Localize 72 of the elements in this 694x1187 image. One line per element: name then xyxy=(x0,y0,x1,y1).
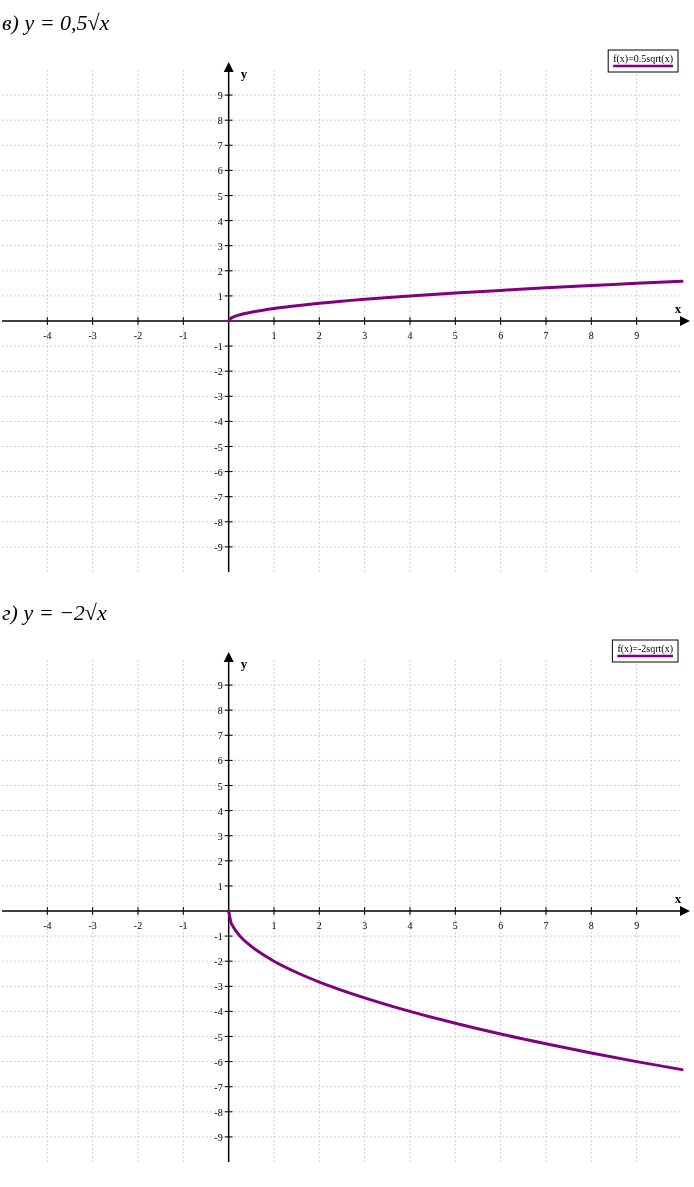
x-tick-label: -2 xyxy=(133,330,143,341)
x-tick-label: 8 xyxy=(588,920,594,931)
x-tick-label: 6 xyxy=(498,330,504,341)
x-tick-label: -3 xyxy=(88,920,97,931)
y-tick-label: -7 xyxy=(214,491,223,503)
y-tick-label: 6 xyxy=(217,165,223,177)
y-tick-label: -2 xyxy=(214,366,223,378)
y-tick-label: 1 xyxy=(217,880,223,892)
x-tick-label: -4 xyxy=(43,330,52,341)
y-tick-label: 9 xyxy=(217,90,223,102)
y-tick-label: -8 xyxy=(214,516,223,528)
y-axis-title: y xyxy=(240,656,248,671)
y-tick-label: 3 xyxy=(217,240,223,252)
line-series xyxy=(227,909,684,1072)
x-tick-label: -4 xyxy=(43,920,52,931)
y-tick-label: -8 xyxy=(214,1106,223,1118)
y-tick-label: -7 xyxy=(214,1081,223,1093)
x-tick-label: 4 xyxy=(407,330,413,341)
y-tick-label: 6 xyxy=(217,755,223,767)
x-tick-label: -1 xyxy=(179,330,188,341)
y-tick-label: -1 xyxy=(214,341,223,353)
y-tick-label: 5 xyxy=(217,190,223,202)
y-tick-label: -6 xyxy=(214,1056,223,1068)
x-tick-label: 3 xyxy=(362,920,368,931)
y-tick-label: -6 xyxy=(214,466,223,478)
x-tick-label: 7 xyxy=(543,920,549,931)
y-tick-label: -5 xyxy=(214,1031,223,1043)
x-tick-label: -3 xyxy=(88,330,97,341)
y-tick-label: 5 xyxy=(217,780,223,792)
chart-title: г) y = −2√x xyxy=(2,600,107,625)
y-tick-label: 4 xyxy=(217,215,223,227)
x-tick-label: 5 xyxy=(452,920,458,931)
y-tick-label: -9 xyxy=(214,541,223,553)
x-tick-label: 6 xyxy=(498,920,504,931)
y-tick-label: -3 xyxy=(214,391,223,403)
x-tick-label: 1 xyxy=(271,330,277,341)
y-tick-label: 4 xyxy=(217,805,223,817)
y-tick-label: 2 xyxy=(217,855,223,867)
y-tick-label: -1 xyxy=(214,931,223,943)
y-tick-label: 1 xyxy=(217,290,223,302)
x-tick-label: -2 xyxy=(133,920,143,931)
y-tick-label: -2 xyxy=(214,956,223,968)
y-tick-label: 9 xyxy=(217,680,223,692)
x-tick-label: -1 xyxy=(179,920,188,931)
y-tick-label: -3 xyxy=(214,981,223,993)
text: f(x)=-2sqrt(x) xyxy=(617,643,673,655)
x-tick-label: 9 xyxy=(634,920,640,931)
x-tick-label: 1 xyxy=(271,920,277,931)
y-tick-label: 7 xyxy=(217,140,223,152)
y-tick-label: -4 xyxy=(214,1006,223,1018)
y-tick-label: -4 xyxy=(214,416,223,428)
x-axis-title: x xyxy=(674,301,682,316)
y-tick-label: 8 xyxy=(217,115,223,127)
x-tick-label: 3 xyxy=(362,330,368,341)
x-tick-label: 7 xyxy=(543,330,549,341)
y-tick-label: -5 xyxy=(214,441,223,453)
y-tick-label: 8 xyxy=(217,705,223,717)
y-tick-label: 7 xyxy=(217,730,223,742)
x-tick-label: 2 xyxy=(316,330,322,341)
y-axis-title: y xyxy=(240,66,248,81)
x-axis-title: x xyxy=(674,891,682,906)
x-tick-label: 2 xyxy=(316,920,322,931)
chart-title: в) y = 0,5√x xyxy=(2,10,110,35)
y-tick-label: 2 xyxy=(217,265,223,277)
text: f(x)=0.5sqrt(x) xyxy=(613,53,673,65)
line-series xyxy=(227,279,684,323)
y-tick-label: -9 xyxy=(214,1131,223,1143)
y-tick-label: 3 xyxy=(217,830,223,842)
x-tick-label: 9 xyxy=(634,330,640,341)
x-tick-label: 5 xyxy=(452,330,458,341)
x-tick-label: 4 xyxy=(407,920,413,931)
x-tick-label: 8 xyxy=(588,330,594,341)
